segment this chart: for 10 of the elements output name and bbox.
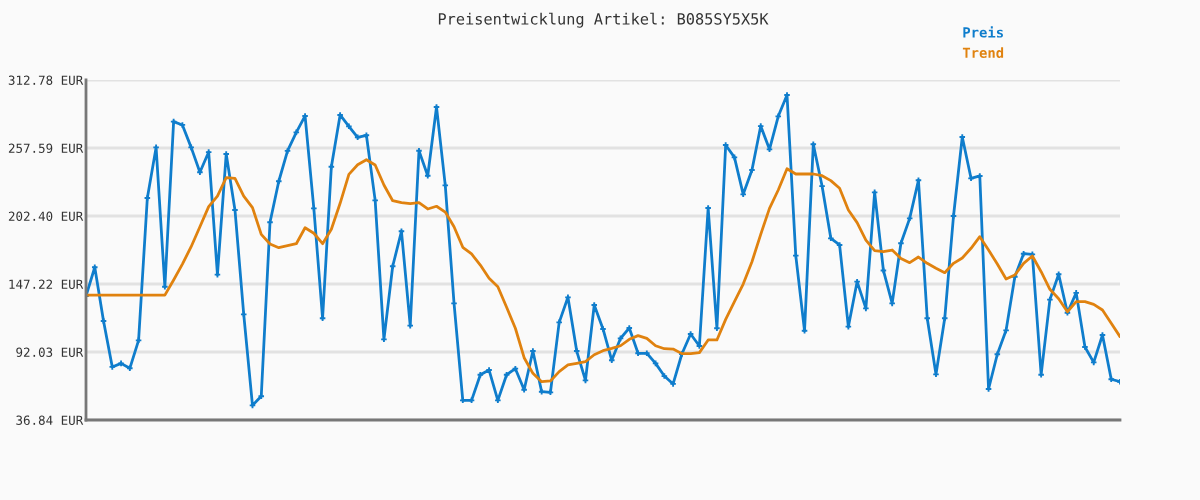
text: Preis: [963, 26, 1003, 38]
y-tick-label: 312.78 EUR: [8, 75, 84, 85]
y-tick-label: 36.84 EUR: [16, 415, 84, 425]
line-series: [86, 158, 1120, 384]
y-tick-label: 257.59 EUR: [8, 143, 84, 153]
y-tick-label: 202.40 EUR: [8, 211, 84, 221]
y-tick-label: 92.03 EUR: [16, 347, 84, 357]
text: Trend: [962, 47, 1004, 59]
chart-title: Preisentwicklung Artikel: B085SY5X5K: [438, 12, 769, 28]
y-tick-label: 147.22 EUR: [9, 279, 84, 289]
